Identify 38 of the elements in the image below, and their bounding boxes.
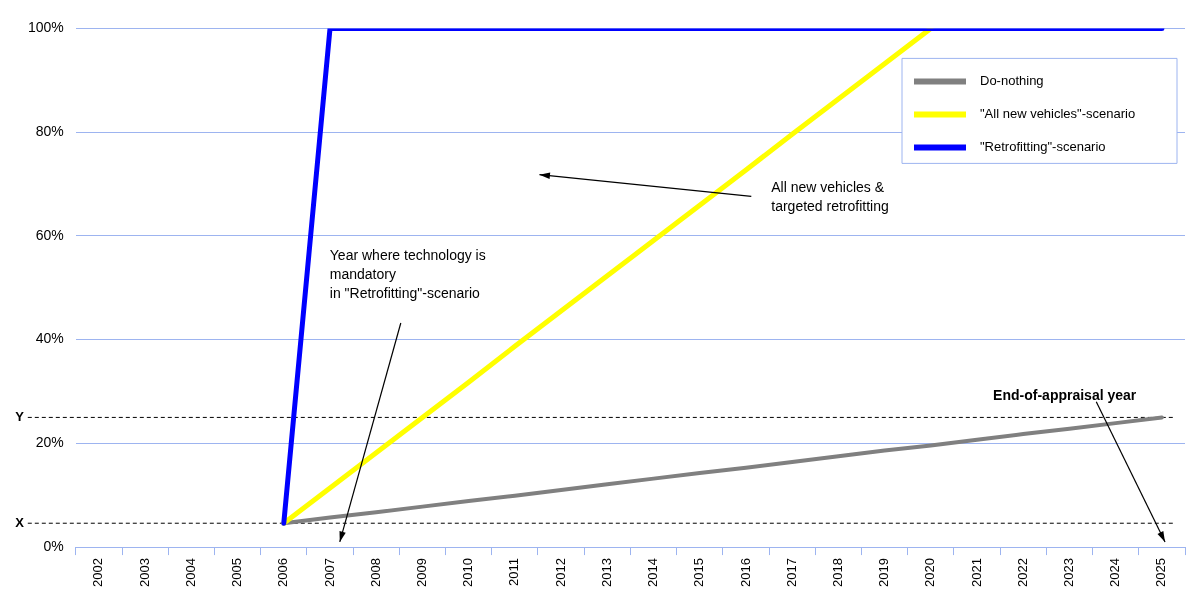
- x-tick-label: 2018: [829, 558, 845, 587]
- y-tick-label: 100%: [27, 19, 64, 36]
- annotation: Year where technology is mandatory in "Retrofitting"-scenario: [329, 246, 486, 301]
- x-tick-label: 2003: [136, 558, 152, 587]
- y-tick-label: 80%: [35, 123, 64, 139]
- x-tick-label: 2011: [506, 558, 522, 587]
- legend-label: Do-nothing: [980, 72, 1044, 88]
- x-tick-label: 2023: [1061, 558, 1077, 587]
- x-tick-label: 2024: [1107, 558, 1123, 587]
- x-tick-label: 2017: [783, 558, 799, 587]
- annotation: End-of-appraisal year: [993, 386, 1137, 403]
- x-tick-label: 2008: [367, 558, 383, 587]
- x-tick-label: 2007: [321, 558, 337, 587]
- x-tick-label: 2020: [922, 558, 938, 587]
- ref-line-label: X: [15, 514, 25, 530]
- x-tick-label: 2014: [645, 558, 661, 587]
- annotation: All new vehicles & targeted retrofitting: [771, 179, 889, 215]
- legend-label: "All new vehicles"-scenario: [980, 105, 1136, 121]
- x-tick-label: 2012: [552, 558, 568, 587]
- y-tick-label: 40%: [35, 330, 64, 347]
- ref-line-label: Y: [15, 408, 25, 424]
- y-tick-label: 0%: [43, 537, 64, 554]
- x-tick-label: 2005: [229, 558, 245, 587]
- x-tick-label: 2006: [275, 558, 291, 587]
- x-tick-label: 2021: [968, 558, 984, 587]
- y-tick-label: 20%: [35, 434, 64, 451]
- y-tick-label: 60%: [35, 226, 64, 243]
- x-tick-label: 2013: [598, 558, 614, 587]
- x-tick-label: 2002: [90, 558, 106, 587]
- x-tick-label: 2010: [460, 558, 476, 587]
- legend-label: "Retrofitting"-scenario: [980, 138, 1106, 154]
- x-tick-label: 2015: [691, 558, 707, 587]
- x-tick-label: 2019: [876, 558, 892, 587]
- x-tick-label: 2022: [1014, 558, 1030, 587]
- x-tick-label: 2004: [182, 558, 198, 587]
- x-tick-label: 2009: [414, 558, 430, 587]
- x-tick-label: 2016: [737, 558, 753, 587]
- x-tick-label: 2025: [1153, 558, 1169, 587]
